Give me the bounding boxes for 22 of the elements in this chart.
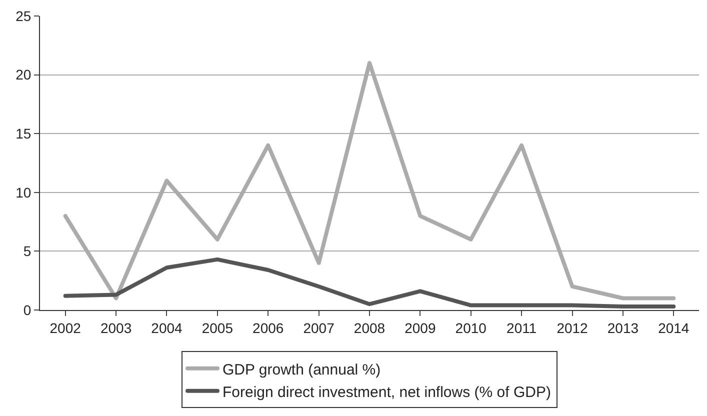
y-tick-label: 0	[23, 302, 32, 318]
x-tick-label: 2009	[404, 320, 436, 336]
x-tick-label: 2005	[202, 320, 234, 336]
x-tick-label: 2008	[354, 320, 386, 336]
line-series	[63, 257, 676, 308]
x-tick-label: 2006	[252, 320, 284, 336]
x-tick-label: 2014	[658, 320, 690, 336]
x-tick-label: 2012	[556, 320, 588, 336]
y-tick-label: 15	[16, 126, 32, 142]
x-tick-label: 2010	[455, 320, 487, 336]
x-tick-label: 2003	[100, 320, 132, 336]
legend-label: Foreign direct investment, net inflows (% of GDP)	[222, 384, 551, 401]
x-tick-label: 2004	[151, 320, 183, 336]
x-tick-label: 2013	[607, 320, 639, 336]
x-tick-label: 2007	[303, 320, 335, 336]
y-tick-label: 10	[16, 184, 32, 200]
legend-label: GDP growth (annual %)	[222, 361, 381, 378]
x-tick-label: 2002	[50, 320, 82, 336]
y-tick-label: 25	[16, 8, 32, 24]
x-tick-label: 2011	[506, 320, 537, 336]
y-tick-label: 5	[23, 243, 32, 260]
y-tick-label: 20	[16, 66, 32, 83]
